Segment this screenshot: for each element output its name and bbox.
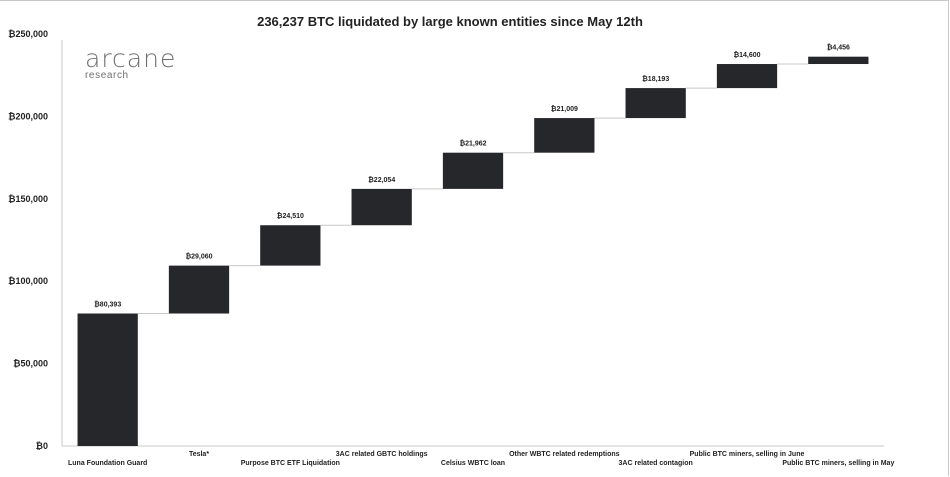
- waterfall-bar: [77, 313, 138, 446]
- waterfall-bar: [168, 265, 230, 314]
- logo-name: arcane: [85, 44, 177, 73]
- category-label: Public BTC miners, selling in June: [690, 451, 805, 458]
- waterfall-bar: [442, 152, 504, 189]
- category-label: 3AC related contagion: [619, 460, 693, 467]
- y-tick-label: ₿100,000: [8, 276, 48, 286]
- bar-value-label: ₿21,962: [459, 140, 486, 148]
- y-tick-label: ₿250,000: [8, 29, 48, 39]
- category-label: Purpose BTC ETF Liquidation: [241, 460, 340, 467]
- y-tick-label: ₿50,000: [13, 359, 48, 369]
- waterfall-bar: [625, 88, 686, 119]
- category-label: Luna Foundation Guard: [68, 460, 147, 467]
- bar-value-label: ₿21,009: [551, 105, 578, 113]
- bar-value-label: ₿18,193: [642, 75, 669, 83]
- waterfall-bar: [808, 56, 869, 65]
- category-label: Public BTC miners, selling in May: [782, 460, 894, 467]
- bar-value-label: ₿29,060: [185, 253, 212, 261]
- waterfall-bar: [716, 64, 778, 89]
- arcane-logo: arcane research: [85, 44, 176, 81]
- category-label: Celsius WBTC loan: [441, 460, 505, 467]
- logo-subtitle: research: [85, 70, 129, 81]
- waterfall-bar: [260, 225, 321, 266]
- bar-value-label: ₿80,393: [94, 301, 121, 309]
- waterfall-bar: [351, 188, 412, 226]
- y-tick-label: ₿0: [36, 441, 48, 451]
- category-label: Tesla*: [189, 451, 209, 458]
- waterfall-bar: [534, 118, 595, 153]
- category-label: Other WBTC related redemptions: [509, 451, 620, 458]
- bar-value-label: ₿4,456: [827, 44, 850, 52]
- bar-value-label: ₿22,054: [368, 176, 395, 184]
- bar-value-label: ₿24,510: [277, 212, 304, 220]
- category-label: 3AC related GBTC holdings: [336, 451, 428, 458]
- y-tick-label: ₿200,000: [8, 111, 48, 121]
- chart-title: 236,237 BTC liquidated by large known en…: [257, 14, 643, 29]
- bar-value-label: ₿14,600: [733, 51, 760, 59]
- y-tick-label: ₿150,000: [8, 194, 48, 204]
